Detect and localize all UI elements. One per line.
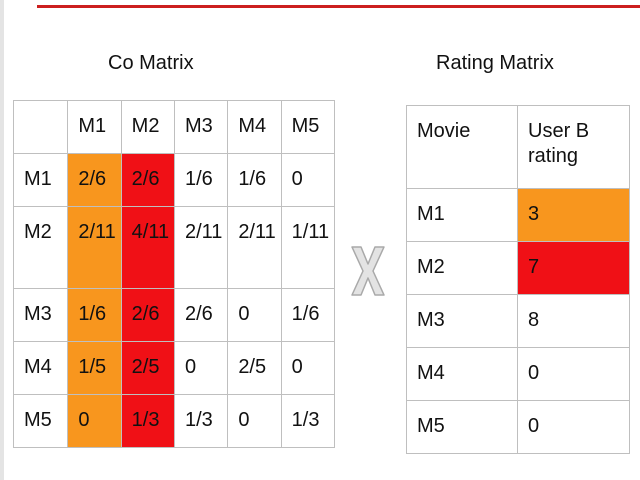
co-matrix-cell: 0	[67, 394, 122, 448]
co-matrix-row-header: M1	[12, 153, 69, 207]
rating-matrix-movie-cell: M4	[406, 347, 518, 401]
co-matrix-cell: 0	[227, 288, 282, 342]
co-matrix-cell: 0	[280, 341, 336, 395]
co-matrix-row-header: M3	[12, 288, 69, 342]
co-matrix-cell: 2/5	[120, 341, 175, 395]
co-matrix-cell: 0	[227, 394, 282, 448]
rating-matrix-row: M4 0	[406, 347, 630, 401]
co-matrix-table: M1 M2 M3 M4 M5 M1 2/6 2/6 1/6 1/6 0 M2 2…	[12, 100, 336, 448]
rating-matrix-movie-cell: M2	[406, 241, 518, 295]
rating-matrix-title: Rating Matrix	[436, 52, 554, 74]
rating-matrix-row: M3 8	[406, 294, 630, 348]
co-matrix-col-header: M2	[120, 100, 175, 154]
co-matrix-cell: 1/3	[173, 394, 229, 448]
co-matrix-cell: 1/11	[280, 206, 336, 289]
co-matrix-cell: 0	[173, 341, 229, 395]
rating-matrix-rating-cell: 3	[517, 188, 630, 242]
co-matrix-cell: 1/6	[280, 288, 336, 342]
co-matrix-cell: 1/5	[67, 341, 122, 395]
co-matrix-cell: 1/3	[120, 394, 175, 448]
rating-matrix-rating-cell: 7	[517, 241, 630, 295]
co-matrix-cell: 2/11	[227, 206, 282, 289]
rating-matrix-header-row: Movie User B rating	[406, 105, 630, 189]
co-matrix-cell: 2/6	[120, 288, 175, 342]
co-matrix-col-header: M5	[280, 100, 336, 154]
co-matrix-row-header: M5	[12, 394, 69, 448]
co-matrix-cell: 2/11	[173, 206, 229, 289]
co-matrix-row-header: M4	[12, 341, 69, 395]
rating-matrix-movie-cell: M5	[406, 400, 518, 454]
co-matrix-row: M1 2/6 2/6 1/6 1/6 0	[12, 153, 336, 207]
co-matrix-cell: 1/6	[173, 153, 229, 207]
co-matrix-cell: 0	[280, 153, 336, 207]
co-matrix-header-row: M1 M2 M3 M4 M5	[12, 100, 336, 154]
co-matrix-cell: 1/6	[227, 153, 282, 207]
co-matrix-cell: 2/11	[67, 206, 122, 289]
co-matrix-row-header: M2	[12, 206, 69, 289]
rating-matrix-table: Movie User B rating M1 3 M2 7 M3 8 M4 0 …	[406, 105, 630, 454]
rating-matrix-col-header: User B rating	[517, 105, 630, 189]
co-matrix-cell: 1/6	[67, 288, 122, 342]
rating-matrix-col-header: Movie	[406, 105, 518, 189]
top-rule	[37, 5, 640, 8]
co-matrix-col-header: M1	[67, 100, 122, 154]
co-matrix-row: M3 1/6 2/6 2/6 0 1/6	[12, 288, 336, 342]
co-matrix-col-header: M3	[173, 100, 229, 154]
co-matrix-row: M2 2/11 4/11 2/11 2/11 1/11	[12, 206, 336, 289]
rating-matrix-row: M1 3	[406, 188, 630, 242]
co-matrix-col-header: M4	[227, 100, 282, 154]
rating-matrix-movie-cell: M3	[406, 294, 518, 348]
rating-matrix-rating-cell: 8	[517, 294, 630, 348]
co-matrix-cell: 2/6	[120, 153, 175, 207]
co-matrix-row: M5 0 1/3 1/3 0 1/3	[12, 394, 336, 448]
rating-matrix-rating-cell: 0	[517, 400, 630, 454]
rating-matrix-rating-cell: 0	[517, 347, 630, 401]
page-left-edge	[0, 0, 4, 480]
multiply-x-icon	[351, 246, 385, 296]
co-matrix-cell: 2/6	[67, 153, 122, 207]
rating-matrix-row: M5 0	[406, 400, 630, 454]
co-matrix-cell: 2/6	[173, 288, 229, 342]
co-matrix-title: Co Matrix	[108, 52, 194, 74]
co-matrix-cell: 4/11	[120, 206, 175, 289]
rating-matrix-row: M2 7	[406, 241, 630, 295]
rating-matrix-movie-cell: M1	[406, 188, 518, 242]
co-matrix-cell: 1/3	[280, 394, 336, 448]
co-matrix-cell: 2/5	[227, 341, 282, 395]
co-matrix-corner-cell	[12, 100, 69, 154]
co-matrix-row: M4 1/5 2/5 0 2/5 0	[12, 341, 336, 395]
